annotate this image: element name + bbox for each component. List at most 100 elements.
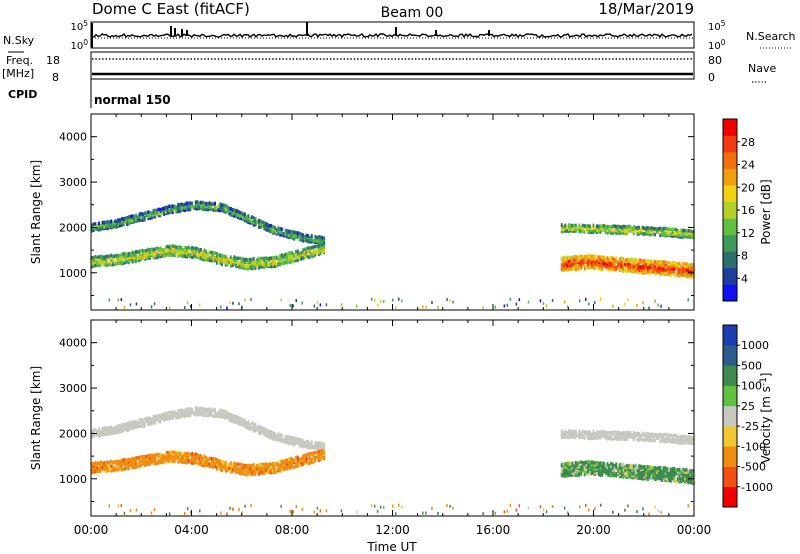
scatter-cell [608, 431, 611, 435]
scatter-cell [680, 436, 683, 440]
scatter-cell [219, 208, 222, 213]
scatter-cell [581, 461, 584, 465]
scatter-cell [98, 260, 100, 264]
scatter-cell [228, 209, 231, 214]
scatter-cell [184, 455, 187, 460]
scatter-cell [210, 456, 213, 461]
scatter-cell [203, 248, 206, 253]
scatter-cell [161, 250, 164, 254]
scatter-cell [138, 455, 141, 460]
scatter-cell [282, 232, 285, 236]
scatter-cell [669, 433, 672, 438]
scatter-cell [288, 251, 290, 255]
y-tick-label: 2000 [59, 427, 87, 440]
scatter-cell [101, 465, 104, 470]
scatter-cell [163, 251, 165, 256]
scatter-cell [691, 473, 693, 477]
scatter-cell [293, 438, 296, 442]
scatter-cell [265, 470, 267, 475]
scatter-cell [138, 252, 141, 257]
scatter-cell [576, 470, 579, 475]
scatter-cell [226, 207, 229, 211]
scatter-cell [680, 476, 683, 480]
scatter-cell [214, 255, 216, 260]
scatter-cell [392, 504, 394, 508]
scatter-cell [620, 260, 623, 265]
scatter-cell [425, 305, 427, 309]
scatter-cell [221, 262, 223, 267]
scatter-cell [171, 210, 174, 215]
scatter-cell [189, 407, 192, 411]
scatter-cell [542, 302, 545, 306]
scatter-cell [676, 230, 679, 235]
scatter-cell [664, 432, 667, 437]
scatter-cell [317, 447, 320, 452]
scatter-cell [235, 260, 238, 265]
scatter-cell [263, 431, 266, 435]
scatter-cell [119, 424, 121, 428]
scatter-cell [286, 465, 289, 469]
scatter-cell [578, 258, 581, 263]
scatter-cell [258, 472, 260, 476]
scatter-cell [127, 222, 130, 226]
scatter-cell [583, 470, 586, 475]
scatter-cell [585, 264, 588, 269]
scatter-cell [286, 229, 289, 233]
scatter-cell [650, 259, 653, 264]
scatter-cell [650, 432, 653, 436]
scatter-cell [208, 413, 211, 417]
scatter-cell [671, 260, 674, 265]
scatter-cell [631, 269, 634, 274]
scatter-cell [316, 300, 319, 304]
scatter-cell [321, 249, 324, 253]
scatter-cell [214, 258, 216, 263]
scatter-cell [126, 222, 129, 227]
scatter-cell [187, 301, 189, 305]
scatter-cell [182, 456, 185, 460]
scatter-cell [166, 454, 169, 459]
scatter-cell [625, 225, 628, 229]
scatter-cell [231, 263, 234, 268]
scatter-cell [222, 411, 225, 416]
scatter-cell [249, 468, 252, 473]
scatter-cell [99, 462, 102, 467]
scatter-cell [275, 228, 278, 232]
scatter-cell [254, 263, 257, 268]
scatter-cell [585, 260, 588, 265]
scatter-cell [615, 437, 618, 441]
scatter-cell [229, 417, 232, 421]
scatter-cell [666, 232, 669, 236]
scatter-cell [268, 434, 271, 438]
colorbar-segment [723, 251, 737, 269]
scatter-cell [135, 465, 137, 469]
scatter-cell [131, 250, 134, 255]
scatter-cell [564, 462, 567, 467]
scatter-cell [648, 465, 651, 470]
scatter-cell [228, 259, 231, 264]
scatter-cell [599, 430, 602, 434]
scatter-cell [187, 249, 190, 254]
scatter-cell [603, 464, 605, 469]
scatter-cell [105, 432, 107, 436]
scatter-cell [680, 470, 683, 475]
scatter-cell [171, 250, 174, 255]
scatter-cell [106, 460, 109, 464]
scatter-cell [244, 212, 246, 217]
scatter-cell [581, 429, 584, 434]
scatter-cell [678, 467, 681, 472]
scatter-cell [152, 253, 155, 258]
scatter-cell [240, 216, 243, 221]
scatter-cell [611, 464, 614, 469]
scatter-cell [133, 259, 136, 264]
scatter-cell [661, 468, 663, 473]
scatter-cell [215, 252, 218, 256]
scatter-cell [648, 259, 651, 264]
scatter-cell [105, 263, 107, 267]
scatter-cell [376, 509, 379, 513]
scatter-cell [652, 432, 655, 437]
scatter-cell [310, 452, 313, 456]
scatter-cell [611, 256, 614, 261]
scatter-cell [284, 461, 287, 465]
scatter-cell [668, 272, 670, 277]
